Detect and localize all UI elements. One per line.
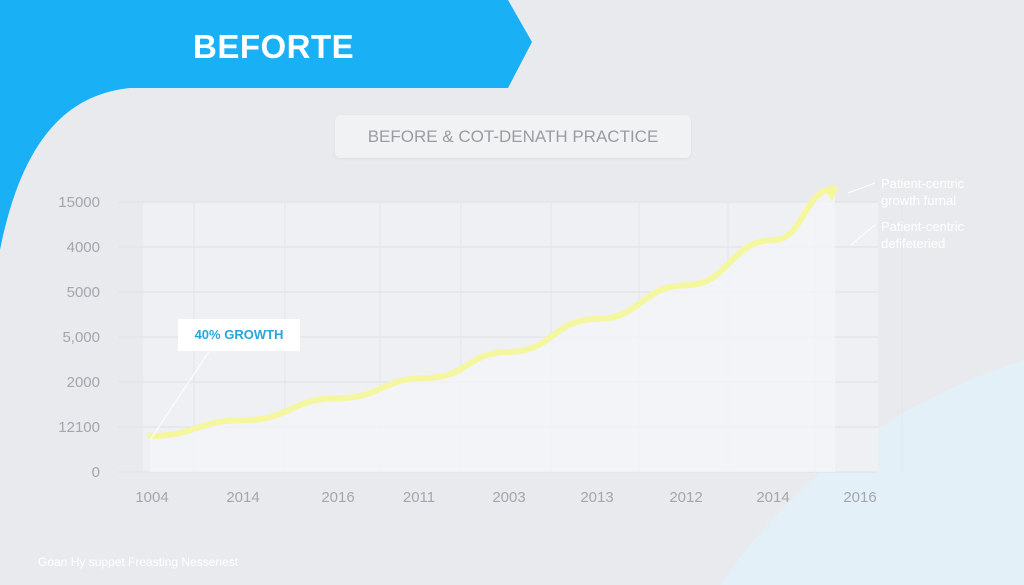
x-tick-label: 2012 <box>669 489 702 506</box>
arrow-head <box>823 187 838 202</box>
y-tick-label: 2000 <box>67 374 100 391</box>
x-tick-label: 2003 <box>492 489 525 506</box>
blue-banner-shape <box>0 0 532 250</box>
y-tick-label: 0 <box>92 464 100 481</box>
x-tick-label: 1004 <box>135 489 168 506</box>
footer-text: Goan Hy suppet Freasting Nessenest <box>38 555 239 569</box>
callout-leader <box>149 349 211 441</box>
chart-title: BEFORE & COT-DENATH PRACTICE <box>335 115 691 158</box>
series-line <box>147 185 838 439</box>
y-tick-label: 12100 <box>58 419 100 436</box>
annotation-2: Patient-centric defifeteried <box>881 219 965 251</box>
growth-callout: 40% GROWTH <box>178 319 300 351</box>
annotation-1: Patient-centric growth furnal <box>881 176 965 208</box>
x-tick-label: 2016 <box>321 489 354 506</box>
x-tick-label: 2014 <box>756 489 789 506</box>
x-tick-label: 2014 <box>226 489 259 506</box>
banner-title: BEFORTE <box>193 28 355 65</box>
y-tick-label: 4000 <box>67 239 100 256</box>
y-tick-label: 5000 <box>67 284 100 301</box>
y-tick-label: 15000 <box>58 194 100 211</box>
x-tick-label: 2011 <box>403 489 435 506</box>
x-tick-label: 2016 <box>843 489 876 506</box>
annotation-arrow-1 <box>847 182 876 194</box>
annotation-arrow-2 <box>850 224 876 246</box>
y-tick-label: 5,000 <box>62 329 100 346</box>
x-tick-label: 2013 <box>580 489 613 506</box>
